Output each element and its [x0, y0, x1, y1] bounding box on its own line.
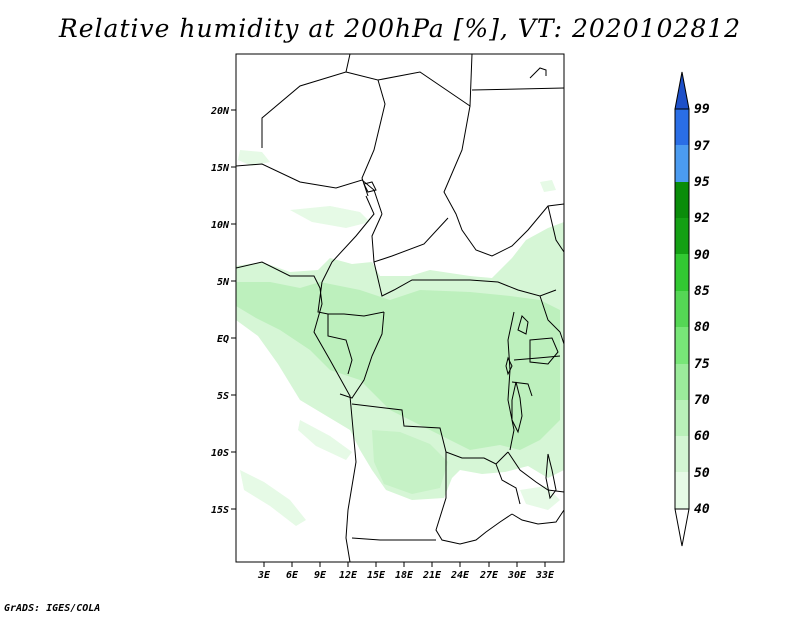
colorbar-segment [675, 364, 689, 400]
colorbar-label-85: 85 [694, 284, 710, 299]
coastline [236, 67, 559, 562]
map-title: Relative humidity at 200hPa [%], VT: 202… [58, 14, 742, 43]
colorbar-bottom-arrow [674, 508, 690, 547]
lat-label-10s: 10S [211, 448, 229, 459]
border-rwanda [511, 381, 533, 397]
border-zambia-north [495, 463, 521, 505]
colorbar-label-80: 80 [694, 320, 710, 335]
lat-label-15n: 15N [211, 163, 230, 174]
colorbar-segment [675, 182, 689, 218]
colorbar-segment [675, 472, 689, 509]
lat-label-eq: EQ [217, 334, 229, 345]
lon-label-12e: 12E [339, 570, 358, 581]
colorbar-segment [675, 218, 689, 254]
humidity-area-south [372, 430, 448, 494]
colorbar-label-40: 40 [694, 502, 710, 517]
lon-label-18e: 18E [395, 570, 414, 581]
colorbar-segment [675, 254, 689, 291]
colorbar: 40 50 60 70 75 80 85 90 92 95 97 99 [674, 71, 710, 547]
humidity-area-w-streak [298, 420, 352, 460]
border-mozambique [511, 509, 564, 525]
border-zambia-tanzania [507, 451, 564, 493]
humidity-area-north-patch [290, 206, 370, 228]
colorbar-label-99: 99 [694, 102, 710, 117]
map-frame [235, 53, 565, 563]
lake-malawi [545, 453, 557, 500]
humidity-area-nw-patch [238, 150, 270, 166]
humidity-area-core [236, 282, 560, 450]
lake-tanganyika [511, 381, 523, 434]
border-chad-sudan [443, 105, 564, 257]
lon-axis: 3E 6E 9E 12E 15E 18E 21E 24E 27E 30E 33E [257, 562, 555, 581]
lat-label-10n: 10N [211, 220, 230, 231]
lat-label-20n: 20N [210, 106, 230, 117]
lon-label-33e: 33E [535, 570, 555, 581]
colorbar-segment [675, 145, 689, 182]
border-uganda-kenya [539, 295, 564, 345]
lon-label-24e: 24E [450, 570, 470, 581]
lat-label-15s: 15S [211, 505, 229, 516]
border-drc-east [507, 311, 515, 451]
border-cameroon-congo [317, 281, 385, 317]
border-car-chad [371, 213, 449, 263]
border-car-south [373, 261, 557, 297]
lon-label-6e: 6E [286, 570, 299, 581]
colorbar-label-70: 70 [694, 393, 710, 408]
border-gabon [327, 314, 353, 375]
border-angola-zambia [435, 452, 513, 545]
colorbar-top-arrow [674, 71, 690, 110]
country-borders [236, 54, 564, 545]
lake-albert [517, 315, 529, 335]
border-north-1 [261, 54, 351, 148]
border-nigeria-cameroon [321, 195, 375, 283]
colorbar-outline [674, 108, 690, 510]
colorbar-label-90: 90 [694, 248, 710, 263]
lake-victoria [529, 337, 559, 365]
border-uganda-tanzania [513, 355, 561, 361]
colorbar-label-95: 95 [694, 175, 710, 190]
border-north-3 [377, 54, 473, 107]
border-niger-chad [236, 163, 383, 215]
humidity-area-se-strip [520, 486, 560, 510]
colorbar-label-50: 50 [694, 466, 710, 481]
border-north-4 [471, 87, 564, 91]
colorbar-segment [675, 436, 689, 472]
lake-chad [363, 181, 377, 193]
lat-axis: 20N 15N 10N 5N EQ 5S 10S 15S [210, 106, 236, 516]
border-ethiopia [547, 205, 564, 253]
humidity-field [236, 150, 564, 526]
red-sea-coast [529, 67, 547, 79]
border-angola-namibia [351, 537, 436, 541]
colorbar-label-60: 60 [694, 429, 710, 444]
lake-kivu [505, 356, 513, 376]
lon-label-15e: 15E [367, 570, 386, 581]
humidity-area-e-patch [540, 180, 556, 192]
colorbar-label-92: 92 [694, 211, 710, 226]
lon-label-3e: 3E [257, 570, 271, 581]
colorbar-segment [675, 327, 689, 364]
colorbar-label-97: 97 [694, 139, 710, 154]
grads-credit: GrADS: IGES/COLA [4, 603, 101, 614]
lon-label-9e: 9E [314, 570, 327, 581]
border-north-2 [345, 71, 386, 197]
lat-label-5n: 5N [217, 277, 230, 288]
lon-label-30e: 30E [507, 570, 527, 581]
colorbar-label-75: 75 [694, 357, 710, 372]
lon-label-21e: 21E [422, 570, 442, 581]
colorbar-segment [675, 400, 689, 436]
colorbar-segment [675, 291, 689, 327]
humidity-area-sw-streak [240, 470, 306, 526]
colorbar-segment [675, 109, 689, 145]
lon-label-27e: 27E [479, 570, 499, 581]
atlantic-coast [236, 261, 357, 562]
lat-label-5s: 5S [217, 391, 229, 402]
